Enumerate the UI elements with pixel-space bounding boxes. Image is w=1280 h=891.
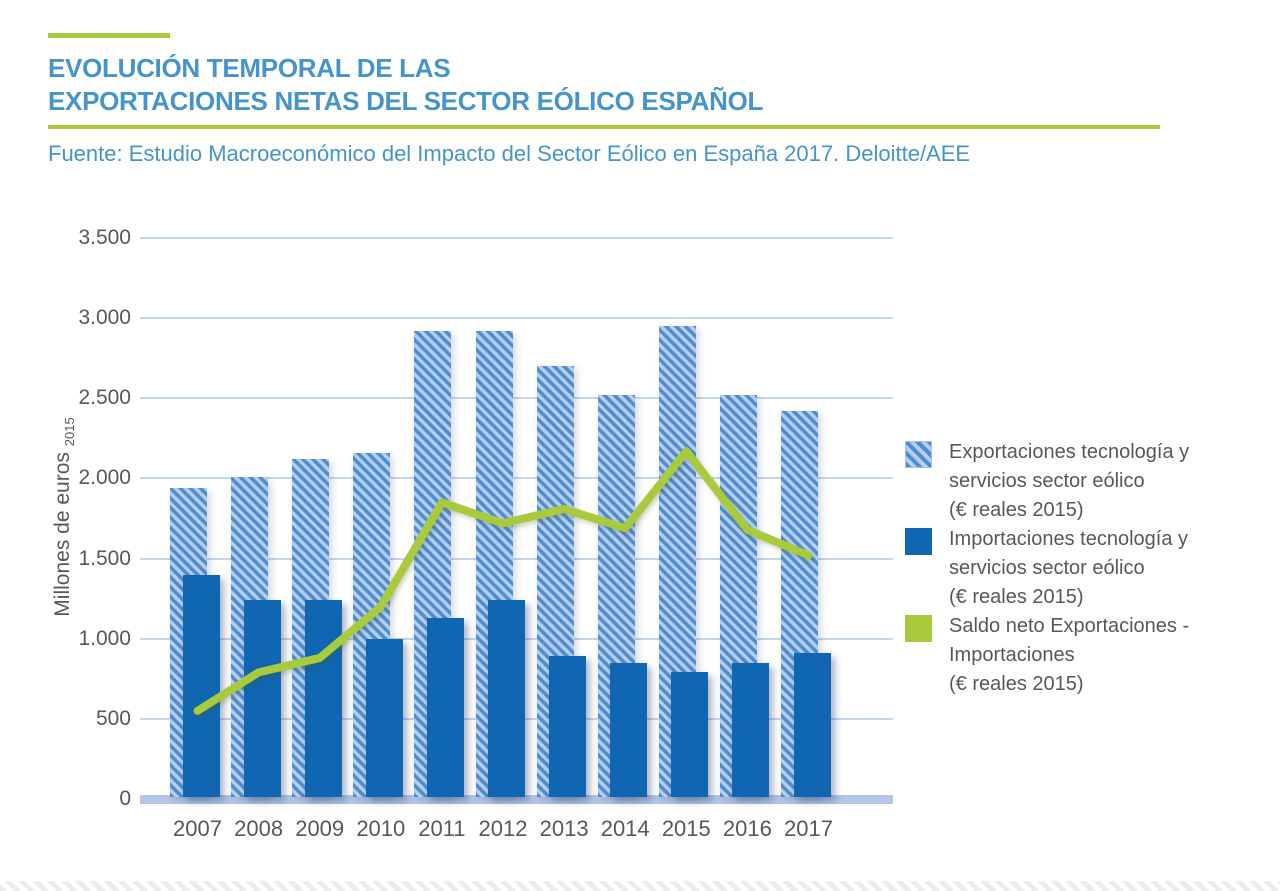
y-axis-title-subscript: 2015 [62, 417, 78, 447]
legend-swatch-importaciones [905, 528, 932, 555]
legend-label-saldo-neto: Saldo neto Exportaciones - Importaciones… [949, 615, 1190, 695]
y-tick-label: 2.000 [78, 466, 131, 490]
import-bar-2013 [549, 656, 587, 797]
source-line: Fuente: Estudio Macroeconómico del Impac… [48, 141, 971, 166]
x-tick-label-2015: 2015 [661, 816, 711, 841]
import-bar-2015 [671, 672, 709, 797]
import-bar-2009 [304, 600, 342, 797]
x-tick-label-2016: 2016 [722, 816, 772, 841]
legend-swatch-saldo-neto [905, 615, 932, 642]
y-axis-title: Millones de euros 2015 [51, 403, 77, 631]
gridline-3.500 [140, 237, 893, 239]
y-tick-label: 500 [95, 706, 131, 730]
y-tick-label: 0 [119, 787, 131, 810]
legend-label-exportaciones: Exportaciones tecnología y servicios sec… [949, 441, 1190, 521]
import-bar-2014 [610, 662, 648, 797]
x-tick-label-2009: 2009 [295, 816, 345, 841]
chart-title-line2: EXPORTACIONES NETAS DEL SECTOR EÓLICO ES… [48, 86, 764, 116]
legend-swatch-exportaciones-striped [905, 441, 932, 468]
import-bar-2012 [488, 600, 525, 797]
chart-title-line1: EVOLUCIÓN TEMPORAL DE LAS [48, 53, 451, 83]
y-tick-label: 2.500 [78, 386, 131, 410]
x-tick-label-2007: 2007 [173, 816, 222, 841]
title-accent-bar [48, 33, 170, 38]
y-tick-label: 1.500 [78, 546, 131, 570]
x-tick-label-2014: 2014 [600, 816, 650, 841]
x-tick-label-2010: 2010 [356, 816, 406, 841]
bottom-decorative-band [0, 881, 1280, 891]
y-tick-label: 3.000 [78, 306, 131, 330]
legend: Exportaciones tecnología y servicios sec… [905, 438, 1195, 699]
import-bar-2008 [243, 600, 281, 797]
legend-label-importaciones: Importaciones tecnología y servicios sec… [949, 528, 1189, 608]
x-axis-baseline [140, 795, 893, 804]
import-bar-2017 [793, 653, 831, 797]
title-underline [48, 125, 1160, 129]
legend-item-importaciones: Importaciones tecnología y servicios sec… [905, 525, 1195, 612]
x-tick-label-2017: 2017 [784, 816, 833, 841]
y-tick-label: 3.500 [78, 226, 131, 249]
x-tick-label-2012: 2012 [478, 816, 528, 841]
legend-item-exportaciones: Exportaciones tecnología y servicios sec… [905, 438, 1195, 525]
x-tick-label-2011: 2011 [418, 816, 466, 841]
x-tick-label-2008: 2008 [234, 816, 284, 841]
import-bar-2016 [732, 662, 770, 797]
gridline-2.500 [140, 397, 893, 400]
x-tick-label-2013: 2013 [539, 816, 589, 841]
import-bar-2011 [426, 617, 464, 797]
legend-item-saldo-neto: Saldo neto Exportaciones - Importaciones… [905, 612, 1195, 699]
gridline-3.000 [140, 317, 893, 320]
chart-title: EVOLUCIÓN TEMPORAL DE LAS EXPORTACIONES N… [48, 52, 1168, 118]
import-bar-2007 [182, 574, 220, 797]
y-axis-title-text: Millones de euros [51, 452, 74, 617]
import-bar-2010 [365, 638, 403, 797]
y-tick-label: 1.000 [78, 626, 131, 650]
